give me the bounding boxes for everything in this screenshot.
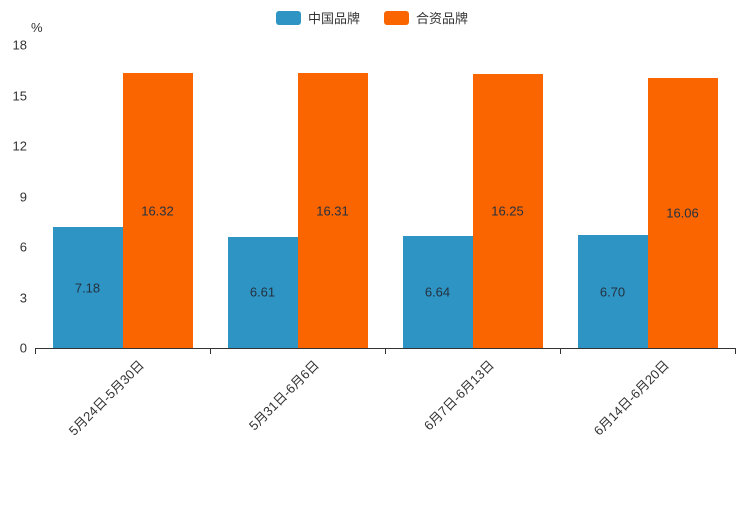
- plot-area: 0 3 6 9 12 15 18 7.18 16.32 5月24日-5月30日 6.61 16.31 5…: [13, 39, 736, 438]
- bar-joint-venture-brand: 16.31: [297, 73, 368, 348]
- y-axis-tick-label: 9: [19, 189, 27, 204]
- bar-value-label: 6.64: [424, 284, 451, 300]
- legend: 中国品牌 合资品牌: [0, 8, 744, 27]
- bar-joint-venture-brand: 16.25: [472, 74, 543, 348]
- x-axis-tick-mark: [35, 348, 36, 354]
- x-axis-tick-mark: [735, 348, 736, 354]
- legend-label-china-brand: 中国品牌: [307, 11, 360, 26]
- bar-value-label: 16.06: [666, 205, 699, 221]
- bar-value-label: 16.25: [491, 203, 524, 219]
- x-axis-category-label: 5月31日-6月6日: [245, 357, 322, 434]
- legend-item-joint-venture-brand[interactable]: 合资品牌: [384, 8, 468, 27]
- legend-label-joint-venture-brand: 合资品牌: [416, 11, 469, 26]
- bar-joint-venture-brand: 16.06: [647, 77, 718, 348]
- bar-value-label: 16.31: [316, 203, 349, 219]
- x-axis-tick-mark: [210, 348, 211, 354]
- bar-china-brand: 6.70: [577, 235, 648, 348]
- bar-china-brand: 7.18: [52, 227, 123, 348]
- y-axis-tick-label: 0: [19, 340, 27, 356]
- bar-china-brand: 6.61: [227, 236, 298, 348]
- x-axis-category-label: 6月7日-6月13日: [420, 357, 497, 434]
- x-axis-category-label: 6月14日-6月20日: [590, 357, 672, 439]
- y-axis-tick-label: 6: [19, 239, 27, 255]
- legend-swatch-joint-venture-brand-icon: [384, 10, 409, 25]
- y-axis-tick-label: 12: [12, 138, 27, 154]
- y-axis-tick-label: 15: [12, 88, 27, 103]
- y-axis-tick-label: 3: [19, 290, 27, 305]
- y-axis-unit-label: %: [31, 20, 43, 35]
- x-axis-tick-mark: [385, 348, 386, 354]
- bar-joint-venture-brand: 16.32: [122, 73, 193, 348]
- bar-value-label: 6.70: [599, 284, 626, 300]
- bar-china-brand: 6.64: [402, 236, 473, 348]
- x-axis-category-label: 5月24日-5月30日: [65, 357, 147, 439]
- y-axis-tick-label: 18: [12, 37, 27, 53]
- legend-swatch-china-brand-icon: [275, 10, 301, 25]
- bar-value-label: 6.61: [249, 284, 276, 300]
- bar-value-label: 7.18: [74, 280, 101, 296]
- bar-value-label: 16.32: [141, 203, 174, 219]
- x-axis-tick-mark: [560, 348, 561, 354]
- legend-item-china-brand[interactable]: 中国品牌: [275, 8, 360, 27]
